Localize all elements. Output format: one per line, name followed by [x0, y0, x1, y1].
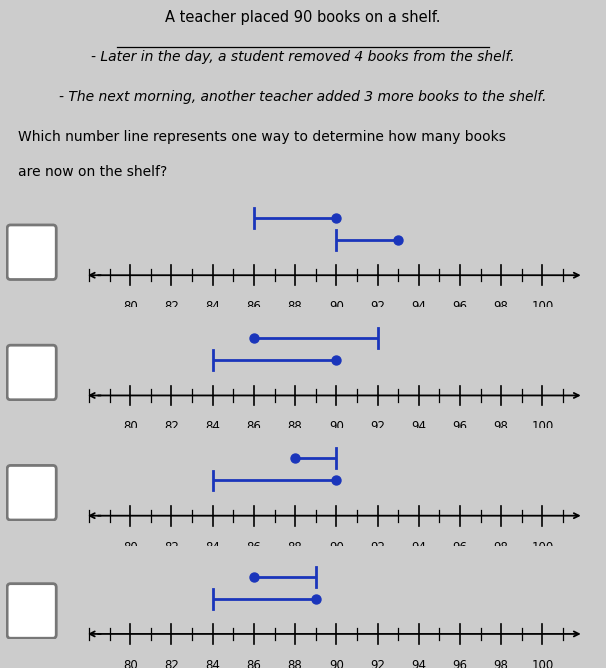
- Text: A teacher placed 90 books on a shelf.: A teacher placed 90 books on a shelf.: [165, 10, 441, 25]
- Point: [249, 333, 259, 343]
- Point: [331, 212, 341, 223]
- Point: [311, 593, 321, 604]
- FancyBboxPatch shape: [7, 466, 56, 520]
- Text: Which number line represents one way to determine how many books: Which number line represents one way to …: [18, 130, 506, 144]
- Text: - Later in the day, a student removed 4 books from the shelf.: - Later in the day, a student removed 4 …: [92, 50, 514, 64]
- Point: [331, 355, 341, 365]
- Point: [290, 453, 300, 464]
- Text: - The next morning, another teacher added 3 more books to the shelf.: - The next morning, another teacher adde…: [59, 90, 547, 104]
- Point: [331, 475, 341, 486]
- FancyBboxPatch shape: [7, 225, 56, 279]
- FancyBboxPatch shape: [7, 584, 56, 638]
- Point: [393, 234, 403, 245]
- Point: [249, 571, 259, 582]
- FancyBboxPatch shape: [7, 345, 56, 399]
- Text: are now on the shelf?: are now on the shelf?: [18, 165, 167, 179]
